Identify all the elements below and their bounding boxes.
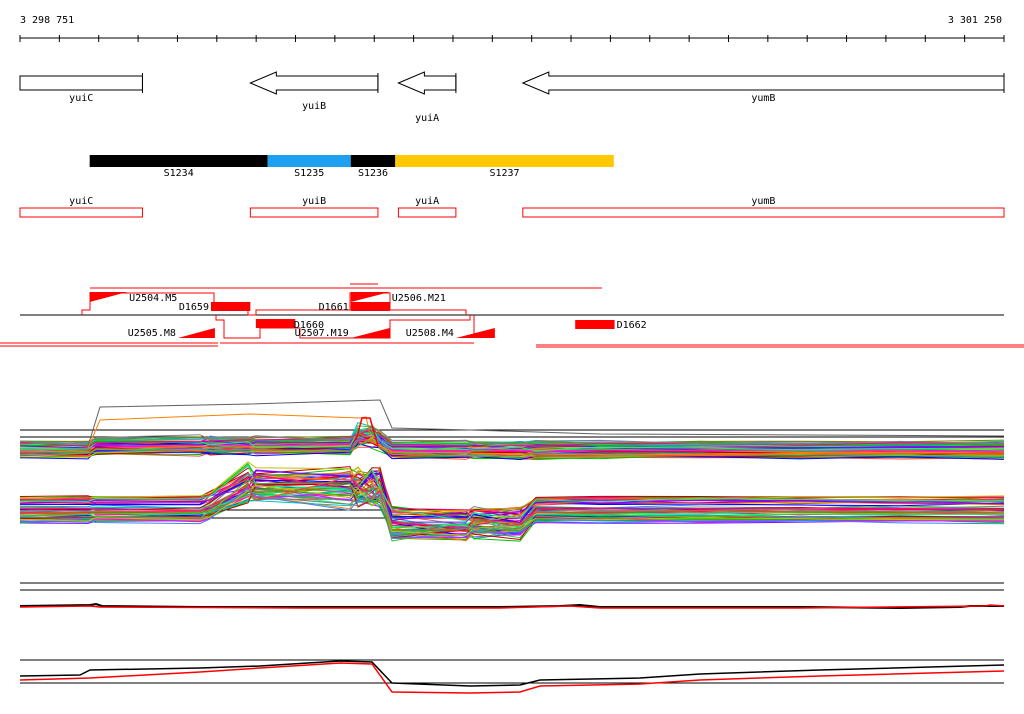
segment-bar-S1235 [267, 155, 351, 167]
summary-1-red-profile [19, 604, 1005, 609]
segment-label: S1235 [294, 168, 324, 179]
gene-arrow-yumB [521, 71, 1005, 95]
summary-track-1 [19, 582, 1005, 610]
gene-box-track: yuiC yuiB yuiA yumB [19, 196, 1005, 218]
segment-bar-S1236 [350, 155, 396, 167]
downshift-D1659 [210, 302, 251, 311]
expression-profile-max [87, 399, 1005, 447]
downshift-label: D1659 [179, 302, 209, 313]
summary-2-black-profile [19, 660, 1005, 687]
expression-profiles-tiling-2 [19, 461, 1005, 542]
segment-label: S1236 [358, 168, 388, 179]
coordinate-ruler: 3 298 751 3 301 250 [19, 15, 1005, 42]
gene-arrow-yuiB [249, 71, 379, 95]
gene-track: yuiC yuiB yuiA yumB [19, 71, 1005, 124]
gene-box-label: yuiB [302, 196, 326, 207]
gene-box-label: yuiC [69, 196, 93, 207]
expression-profile-line [19, 479, 1005, 531]
segment-bar-S1237 [395, 155, 614, 167]
upshift-U2504.M5 [89, 292, 128, 302]
upshift-U2507.M19 [350, 328, 390, 338]
gene-label: yumB [751, 93, 775, 104]
expression-profile-line [19, 440, 1005, 458]
gene-label: yuiA [415, 113, 439, 124]
expression-profile-peak [355, 417, 379, 447]
gene-label: yuiC [69, 93, 93, 104]
gene-box-yuiB [249, 207, 379, 218]
segment-label: S1234 [164, 168, 194, 179]
ruler-start-label: 3 298 751 [20, 15, 74, 26]
expression-profile-line [19, 476, 1005, 533]
downshift-D1662 [575, 320, 615, 329]
expression-profile-line [19, 474, 1005, 529]
downshift-label: D1660 [294, 320, 324, 331]
ruler-ticks [19, 35, 1005, 42]
gene-box-yuiA [397, 207, 457, 218]
gene-box-label: yumB [751, 196, 775, 207]
expression-profile-line [19, 426, 1005, 445]
segment-label: S1237 [489, 168, 519, 179]
summary-2-red-profile [19, 662, 1005, 694]
upshift-label: U2504.M5 [129, 293, 177, 304]
downshift-label: D1661 [319, 302, 349, 313]
upshift-U2506.M21 [350, 292, 390, 302]
upshift-label: U2508.M4 [406, 328, 454, 339]
upshift-label: U2507.M19 [295, 328, 349, 339]
ruler-end-label: 3 301 250 [948, 15, 1002, 26]
expression-profile-line [19, 463, 1004, 522]
upshift-U2508.M4 [455, 328, 495, 338]
downshift-D1660 [255, 319, 296, 328]
downshift-D1661 [350, 302, 390, 311]
expression-profile-line [19, 484, 1005, 537]
expression-profile-line [19, 472, 1005, 524]
segment-track: S1234 S1235 S1236 S1237 [89, 155, 614, 179]
gene-arrow-yuiC [19, 75, 143, 91]
segment-bar-S1234 [89, 155, 268, 167]
expression-profile-high [87, 413, 1005, 456]
expression-profile-line [19, 438, 1005, 453]
upshift-label: U2505.M8 [128, 328, 176, 339]
gene-arrow-yuiA [397, 71, 457, 95]
expression-profiles-tiling-1 [19, 399, 1005, 461]
summary-track-2 [19, 659, 1005, 694]
gene-box-yuiC [19, 207, 143, 218]
expression-profile-line [19, 429, 1005, 447]
upshift-U2505.M8 [177, 328, 215, 338]
gene-box-yumB [522, 207, 1005, 218]
expression-profile-line [19, 486, 1005, 539]
gene-box-label: yuiA [415, 196, 439, 207]
downshift-label: D1662 [617, 320, 647, 331]
upshift-label: U2506.M21 [392, 293, 446, 304]
gene-label: yuiB [302, 101, 326, 112]
